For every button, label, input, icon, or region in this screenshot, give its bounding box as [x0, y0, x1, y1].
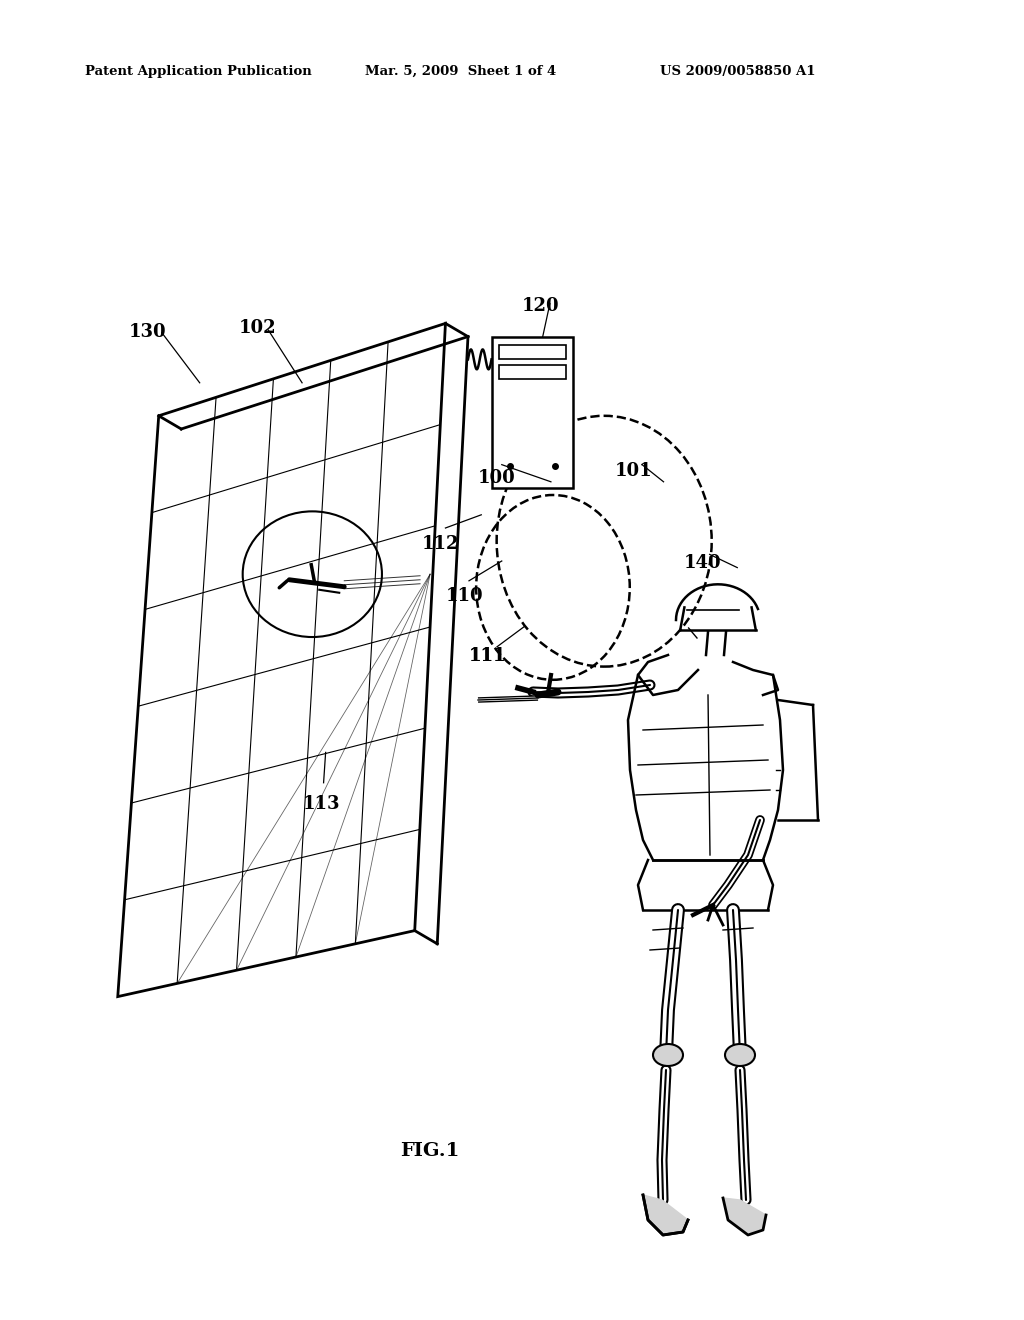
- Text: 102: 102: [239, 319, 276, 338]
- Bar: [499, 345, 566, 359]
- Text: 111: 111: [469, 647, 507, 665]
- Text: 100: 100: [478, 469, 516, 487]
- Bar: [492, 337, 573, 488]
- Text: 111: 111: [469, 647, 507, 665]
- Text: 112: 112: [422, 535, 460, 553]
- Text: 110: 110: [445, 587, 483, 606]
- Ellipse shape: [653, 1044, 683, 1067]
- Text: FIG.1: FIG.1: [400, 1142, 460, 1160]
- Text: 101: 101: [614, 462, 652, 480]
- Polygon shape: [643, 1195, 688, 1236]
- Bar: [499, 364, 566, 379]
- Text: Patent Application Publication: Patent Application Publication: [85, 65, 311, 78]
- Text: US 2009/0058850 A1: US 2009/0058850 A1: [660, 65, 815, 78]
- Text: 120: 120: [522, 297, 560, 315]
- Text: Mar. 5, 2009  Sheet 1 of 4: Mar. 5, 2009 Sheet 1 of 4: [365, 65, 556, 78]
- Text: 113: 113: [303, 795, 341, 813]
- Text: 130: 130: [129, 323, 167, 342]
- Ellipse shape: [725, 1044, 755, 1067]
- Polygon shape: [723, 1199, 766, 1236]
- Text: 140: 140: [684, 554, 722, 573]
